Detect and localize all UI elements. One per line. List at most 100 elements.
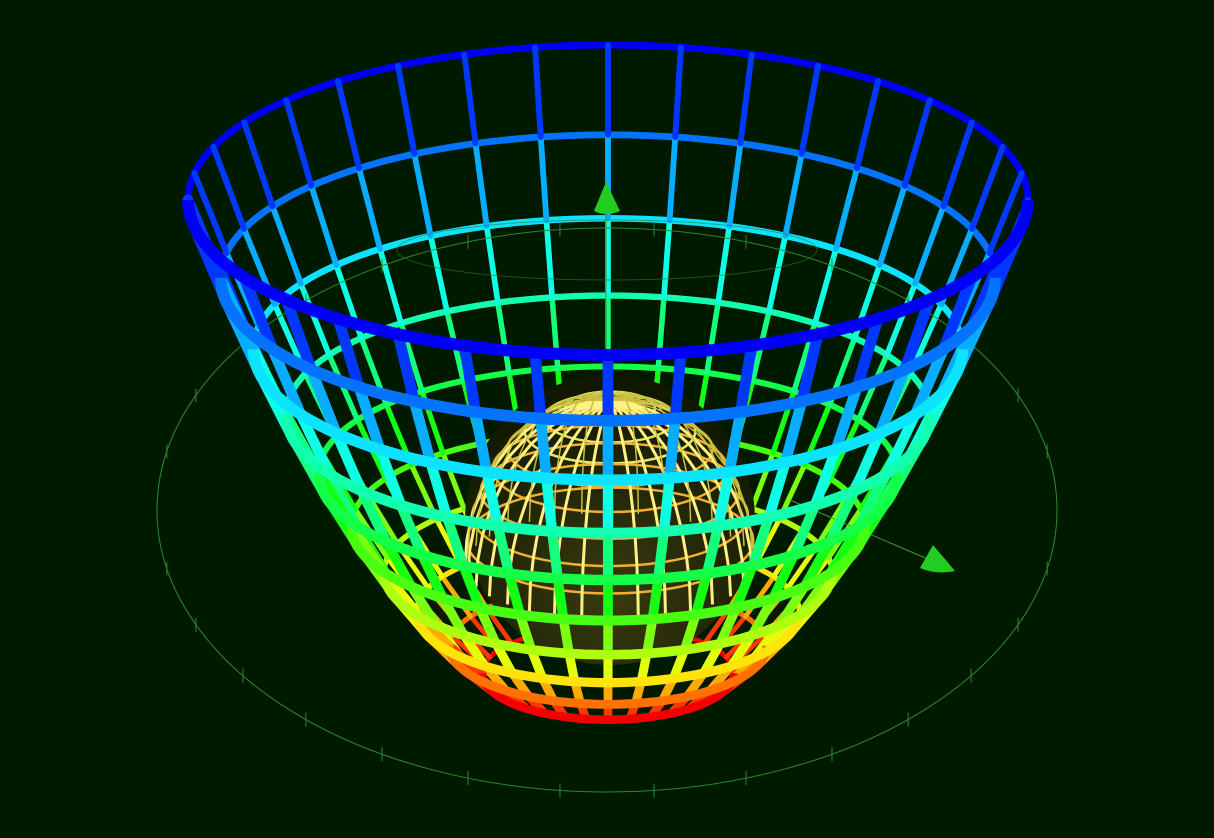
meridian-front [715, 603, 742, 649]
meridian-front [830, 381, 863, 455]
meridian-back [427, 232, 450, 315]
meridian-front [824, 485, 860, 547]
meridian-back [901, 97, 933, 189]
meridian-back [241, 119, 276, 210]
hump-meridian [475, 398, 611, 547]
z-arrow [594, 182, 620, 214]
hump-meridian [609, 398, 745, 547]
meridian-back [356, 165, 383, 252]
meridian-front [331, 428, 367, 496]
meridian-back [661, 217, 673, 301]
meridian-back [726, 140, 744, 230]
meridian-front [417, 550, 448, 604]
meridian-back [461, 51, 479, 147]
meridian-back [833, 165, 860, 252]
meridian-front [874, 364, 911, 439]
ring-front [214, 277, 1002, 427]
meridian-back [210, 143, 248, 232]
meridian-front [558, 614, 574, 659]
meridian-front [899, 294, 936, 376]
meridian-front [356, 485, 392, 547]
meridian-front [690, 568, 712, 620]
meridian-front [295, 409, 335, 479]
hump-meridian [609, 391, 640, 514]
meridian-back [269, 203, 304, 287]
ring-front [412, 611, 804, 688]
meridian-front [712, 467, 735, 532]
meridian-front [731, 560, 758, 613]
meridian-front [474, 603, 501, 649]
meridian-back [715, 223, 733, 306]
meridian-front [809, 444, 842, 511]
ring-front [379, 571, 837, 660]
meridian-back [537, 134, 550, 224]
meridian-back [543, 217, 555, 301]
x-arrow [920, 545, 955, 573]
meridian-front [392, 328, 420, 408]
hump-meridian [609, 398, 733, 597]
hump-meridian [609, 399, 753, 557]
meridian-front [679, 610, 701, 655]
meridian-back [666, 134, 679, 224]
meridian-front [504, 568, 526, 620]
ring-front [313, 472, 903, 586]
meridian-front [529, 347, 547, 425]
meridian-front [441, 512, 469, 571]
hump-meridian [609, 398, 746, 588]
meridian-front [653, 526, 669, 584]
meridian-back [472, 140, 490, 230]
meridian-back [798, 62, 821, 157]
meridian-front [779, 396, 808, 468]
meridian-back [308, 182, 340, 268]
meridian-front [458, 340, 482, 418]
ring-front [247, 348, 969, 486]
meridian-front [664, 413, 681, 484]
meridian-front [481, 467, 504, 532]
axis-ring-back [396, 219, 818, 281]
meridian-front [395, 500, 428, 561]
ring-front [444, 645, 772, 709]
ring-front [182, 199, 1034, 362]
meridian-front [849, 428, 885, 496]
hump-meridian [474, 398, 611, 588]
meridian-back [335, 78, 363, 172]
meridian-front [747, 512, 775, 571]
meridian-front [768, 550, 799, 604]
meridian-front [642, 614, 658, 659]
meridian-front [332, 313, 365, 393]
ring-front [280, 414, 936, 539]
meridian-front [458, 560, 485, 613]
meridian-front [734, 340, 758, 418]
meridian-back [377, 246, 404, 327]
meridian-front [796, 328, 824, 408]
ring-front [346, 525, 870, 626]
meridian-back [672, 44, 684, 140]
meridian-back [483, 223, 501, 306]
meridian-front [425, 457, 453, 523]
meridian-front [515, 610, 537, 655]
meridian-front [723, 406, 746, 478]
meridian-front [647, 573, 664, 624]
meridian-front [763, 457, 791, 523]
meridian-front [701, 520, 724, 579]
meridian-back [742, 574, 777, 619]
meridian-front [937, 272, 978, 355]
meridian-back [876, 182, 908, 268]
meridian-back [191, 170, 230, 256]
meridian-back [532, 44, 544, 140]
meridian-back [986, 170, 1025, 256]
meridian-front [267, 343, 307, 420]
meridian-back [912, 203, 947, 287]
meridian-front [353, 381, 386, 455]
ring-front [477, 672, 739, 724]
bowl-front [182, 194, 1034, 724]
meridian-back [495, 299, 512, 376]
meridian-front [851, 313, 884, 393]
meridian-back [940, 119, 975, 210]
meridian-back [283, 97, 315, 189]
meridian-front [547, 526, 563, 584]
meridian-front [881, 409, 921, 479]
meridian-back [704, 299, 721, 376]
